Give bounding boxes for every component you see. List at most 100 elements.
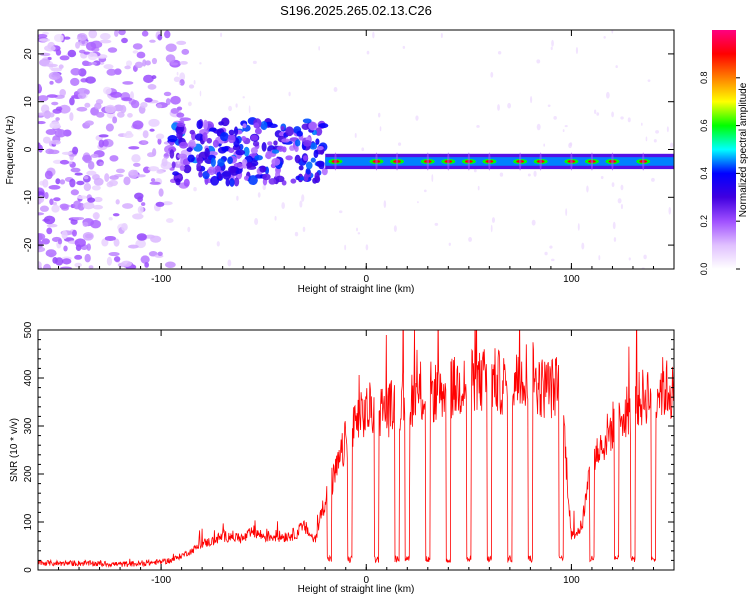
noise-blob — [77, 87, 89, 94]
noise-blob — [132, 50, 139, 54]
noise-blob — [90, 61, 97, 65]
carrier-spike — [590, 152, 594, 171]
noise-dot — [377, 112, 381, 118]
noise-dot — [527, 173, 531, 177]
noise-blob — [148, 118, 160, 127]
noise-blob — [99, 39, 112, 44]
noise-blob — [63, 245, 68, 252]
noise-dot — [178, 82, 181, 85]
transition-blob — [214, 165, 221, 173]
noise-blob — [38, 83, 42, 91]
noise-blob — [49, 80, 54, 85]
noise-blob — [69, 112, 74, 121]
noise-dot — [476, 125, 480, 128]
snr-marks — [38, 330, 674, 569]
transition-blob — [187, 154, 195, 163]
noise-blob — [98, 134, 109, 138]
noise-dot — [550, 46, 553, 51]
colorbar-ticks: 0.0 0.2 0.4 0.6 0.8 — [699, 72, 740, 275]
noise-blob — [141, 202, 146, 206]
noise-blob — [70, 219, 78, 225]
noise-blob — [134, 61, 144, 69]
transition-blob — [267, 141, 273, 146]
noise-dot — [220, 32, 223, 38]
noise-blob — [50, 139, 61, 145]
noise-dot — [477, 185, 480, 191]
noise-blob — [90, 153, 99, 159]
noise-blob — [164, 30, 171, 39]
carrier-spike — [488, 152, 491, 171]
noise-dot — [318, 45, 320, 51]
noise-blob — [88, 265, 94, 269]
noise-blob — [149, 181, 161, 185]
noise-dot — [620, 204, 623, 210]
transition-blob — [268, 178, 277, 185]
noise-dot — [354, 133, 357, 138]
transition-blob — [227, 165, 237, 174]
transition-blob — [250, 134, 259, 141]
transition-blob — [254, 127, 262, 135]
noise-dot — [613, 237, 617, 242]
noise-blob — [102, 139, 109, 147]
transition-blob — [250, 147, 258, 154]
noise-blob — [121, 223, 128, 232]
noise-blob — [132, 120, 144, 130]
noise-blob — [112, 213, 120, 217]
noise-dot — [581, 242, 585, 250]
transition-blob — [204, 147, 210, 158]
noise-blob — [74, 172, 83, 176]
noise-blob — [133, 162, 141, 167]
noise-dot — [651, 177, 655, 182]
noise-blob — [121, 37, 128, 44]
transition-blob — [186, 147, 193, 152]
carrier-spike — [447, 152, 450, 171]
noise-blob — [70, 189, 79, 196]
noise-blob — [176, 112, 185, 118]
noise-blob — [38, 33, 48, 38]
noise-dot — [417, 201, 419, 204]
noise-blob — [61, 151, 73, 155]
noise-blob — [170, 107, 179, 114]
noise-blob — [108, 217, 113, 221]
transition-blob — [229, 178, 235, 187]
noise-blob — [82, 154, 92, 162]
snr-y-tick-label: 200 — [23, 465, 34, 482]
noise-blob — [108, 179, 118, 187]
transition-blob — [268, 123, 278, 129]
noise-blob — [59, 89, 66, 97]
transition-blob — [225, 178, 231, 187]
noise-dot — [356, 227, 359, 232]
noise-blob — [49, 198, 54, 206]
noise-blob — [67, 49, 77, 58]
snr-y-tick-label: 400 — [23, 369, 34, 386]
noise-dot — [490, 224, 493, 233]
transition-blob — [221, 146, 229, 152]
spectrogram-x-label: Height of straight line (km) — [298, 284, 415, 295]
carrier-band-inner — [325, 157, 674, 166]
transition-blob — [262, 173, 271, 181]
noise-blob — [120, 260, 132, 267]
noise-blob — [101, 238, 109, 247]
transition-blob — [308, 121, 318, 131]
transition-blob — [315, 138, 320, 145]
transition-blob — [233, 162, 243, 168]
noise-dot — [544, 251, 548, 256]
noise-dot — [615, 65, 618, 69]
noise-dot — [668, 206, 672, 215]
transition-blob — [259, 165, 267, 173]
transition-blob — [281, 138, 290, 143]
noise-dot — [361, 147, 365, 152]
noise-blob — [57, 128, 63, 138]
noise-dot — [468, 237, 473, 242]
transition-blob — [275, 175, 285, 183]
carrier-spike — [375, 152, 378, 171]
transition-blob — [254, 154, 263, 161]
snr-panel: -100 0 100 0 100 200 300 400 500 Height of strai… — [9, 321, 675, 595]
snr-axes: -100 0 100 0 100 200 300 400 500 — [23, 321, 675, 586]
noise-dot — [423, 189, 427, 193]
transition-blob — [242, 123, 247, 129]
transition-blob — [188, 139, 196, 147]
snr-frame — [37, 329, 675, 571]
noise-blob — [181, 48, 190, 55]
transition-blob — [260, 121, 268, 131]
